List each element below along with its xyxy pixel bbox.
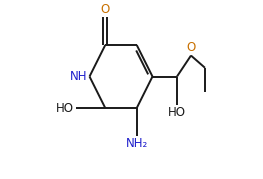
- Text: HO: HO: [56, 101, 74, 115]
- Text: NH: NH: [70, 70, 88, 83]
- Text: NH₂: NH₂: [126, 137, 148, 150]
- Text: O: O: [101, 3, 110, 16]
- Text: HO: HO: [168, 106, 186, 119]
- Text: O: O: [186, 41, 196, 54]
